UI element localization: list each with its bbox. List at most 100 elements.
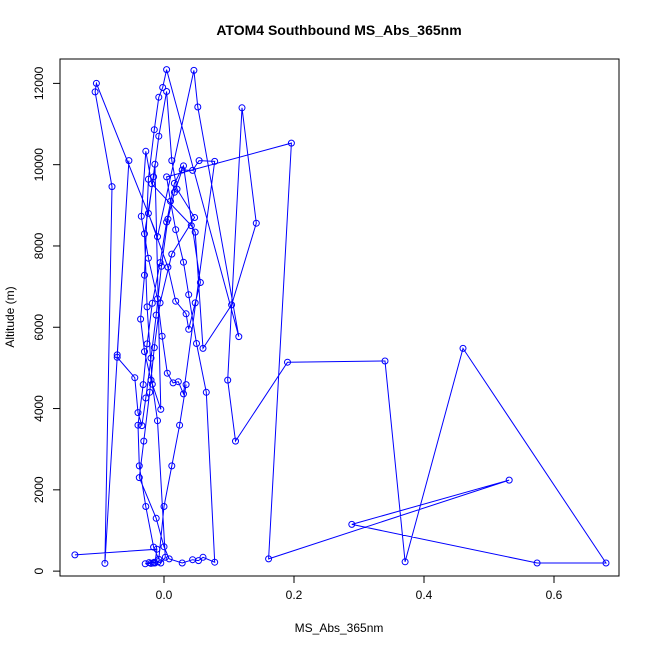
data-point bbox=[149, 559, 157, 567]
data-point bbox=[185, 291, 193, 299]
data-point bbox=[381, 357, 389, 365]
data-point bbox=[602, 559, 610, 567]
data-point bbox=[168, 250, 176, 258]
data-point bbox=[131, 374, 139, 382]
data-point bbox=[92, 79, 100, 87]
data-point bbox=[163, 369, 171, 377]
x-tick-label: 0.0 bbox=[156, 588, 173, 602]
data-point bbox=[174, 378, 182, 386]
data-point bbox=[144, 175, 152, 183]
y-tick-label: 0 bbox=[32, 567, 46, 574]
data-point bbox=[141, 348, 148, 356]
data-point bbox=[135, 462, 143, 470]
data-point bbox=[137, 212, 145, 220]
data-point bbox=[139, 381, 147, 389]
data-point bbox=[172, 297, 180, 305]
data-point bbox=[146, 388, 154, 396]
data-point bbox=[287, 139, 295, 147]
data-point bbox=[235, 333, 243, 341]
data-point bbox=[196, 279, 204, 286]
data-point bbox=[143, 340, 151, 348]
data-point bbox=[238, 104, 246, 112]
data-point bbox=[113, 351, 121, 359]
data-point bbox=[180, 258, 187, 266]
data-point bbox=[150, 126, 158, 134]
data-point bbox=[157, 405, 165, 413]
data-point bbox=[158, 332, 166, 340]
data-point bbox=[150, 344, 158, 352]
data-point bbox=[163, 218, 171, 226]
data-point bbox=[152, 311, 160, 319]
data-point bbox=[159, 84, 167, 91]
data-point bbox=[147, 376, 155, 384]
data-point bbox=[91, 88, 99, 96]
data-point bbox=[195, 157, 203, 165]
data-point bbox=[138, 422, 146, 430]
data-point bbox=[169, 379, 177, 387]
data-point bbox=[148, 380, 156, 388]
data-point bbox=[182, 310, 190, 318]
data-point bbox=[172, 226, 180, 234]
data-point bbox=[144, 254, 152, 262]
data-point bbox=[199, 344, 207, 352]
data-point bbox=[202, 388, 210, 396]
data-point bbox=[187, 222, 195, 230]
data-point bbox=[199, 553, 207, 561]
series-lines bbox=[74, 69, 607, 565]
y-tick-label: 10000 bbox=[32, 148, 46, 182]
data-point bbox=[141, 230, 148, 238]
data-point bbox=[191, 228, 199, 236]
data-point bbox=[141, 271, 148, 279]
data-point bbox=[505, 476, 513, 484]
data-point bbox=[178, 559, 186, 567]
x-tick-label: 0.2 bbox=[286, 588, 303, 602]
data-point bbox=[154, 417, 161, 425]
data-point bbox=[160, 543, 168, 551]
x-tick-label: 0.6 bbox=[546, 588, 563, 602]
data-point bbox=[189, 166, 197, 174]
data-point bbox=[190, 66, 198, 74]
series-points bbox=[71, 66, 610, 568]
data-point bbox=[284, 358, 291, 366]
data-point bbox=[142, 147, 150, 155]
y-tick-label: 6000 bbox=[32, 314, 46, 341]
data-point bbox=[148, 299, 156, 307]
data-point bbox=[163, 88, 171, 95]
data-point bbox=[156, 259, 164, 267]
data-point bbox=[155, 555, 163, 563]
data-point bbox=[142, 503, 150, 510]
data-point bbox=[157, 559, 165, 567]
data-point bbox=[125, 157, 133, 165]
data-point bbox=[154, 295, 161, 303]
y-tick-label: 8000 bbox=[32, 232, 46, 259]
data-point bbox=[161, 553, 169, 561]
data-point bbox=[168, 462, 176, 470]
data-point bbox=[170, 179, 178, 187]
data-point bbox=[108, 183, 116, 191]
data-point bbox=[163, 173, 171, 181]
data-point bbox=[170, 188, 178, 196]
data-point bbox=[101, 559, 109, 567]
data-point bbox=[191, 214, 199, 221]
y-tick-label: 12000 bbox=[32, 66, 46, 100]
data-point bbox=[134, 409, 142, 417]
x-tick-label: 0.4 bbox=[416, 588, 433, 602]
data-point bbox=[144, 209, 152, 217]
data-point bbox=[224, 376, 232, 384]
data-point bbox=[147, 354, 155, 362]
data-point bbox=[142, 394, 150, 402]
data-point bbox=[160, 503, 168, 510]
data-point bbox=[211, 558, 219, 566]
data-point bbox=[182, 381, 190, 389]
data-point bbox=[178, 166, 186, 174]
x-axis-label: MS_Abs_365nm bbox=[295, 621, 384, 635]
data-point bbox=[135, 474, 143, 482]
data-point bbox=[140, 437, 148, 445]
data-point bbox=[459, 344, 467, 352]
data-point bbox=[152, 514, 160, 522]
data-point bbox=[155, 93, 163, 101]
chart-title: ATOM4 Southbound MS_Abs_365nm bbox=[216, 22, 461, 38]
data-point bbox=[148, 180, 156, 188]
data-point bbox=[348, 520, 356, 528]
